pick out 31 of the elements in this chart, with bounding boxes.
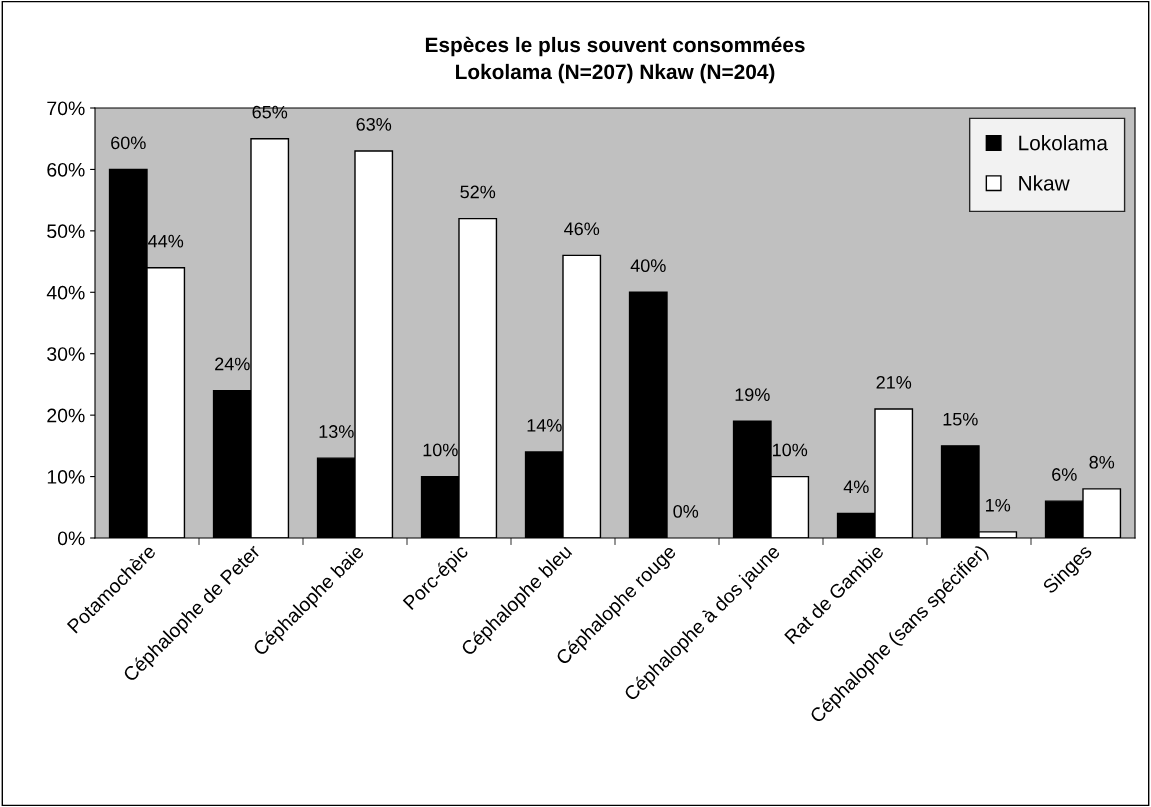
y-tick-label: 40% xyxy=(46,285,85,300)
data-label: 24% xyxy=(215,357,250,371)
data-label: 1% xyxy=(986,498,1011,512)
y-tick-label: 10% xyxy=(47,470,85,484)
data-label: 15% xyxy=(943,412,978,426)
data-label: 46% xyxy=(564,222,600,236)
data-label: 65% xyxy=(252,105,288,119)
data-label: 4% xyxy=(843,480,869,494)
data-label: 52% xyxy=(460,185,496,199)
data-label: 13% xyxy=(319,425,354,438)
data-label: 60% xyxy=(111,136,146,150)
data-label: 44% xyxy=(148,234,184,248)
data-label: 40% xyxy=(630,259,666,273)
legend-label: Lokolama xyxy=(1019,135,1108,151)
data-label: 21% xyxy=(876,375,912,389)
y-tick-label: 70% xyxy=(47,101,85,116)
chart-title: Espèces le plus souvent consommées Lokolama (N=207) Nkaw (N=204) xyxy=(425,36,805,84)
data-label: 0% xyxy=(673,504,699,518)
y-tick-label: 20% xyxy=(47,408,85,423)
data-label: 10% xyxy=(773,443,808,457)
legend-label: Nkaw xyxy=(1019,175,1070,191)
y-tick-label: 30% xyxy=(47,347,85,361)
data-label: 14% xyxy=(527,419,562,432)
data-label: 8% xyxy=(1089,455,1115,469)
y-tick-label: 50% xyxy=(47,224,85,239)
data-label: 63% xyxy=(356,117,392,131)
y-tick-label: 0% xyxy=(57,531,85,546)
data-label: 19% xyxy=(735,388,770,402)
data-label: 6% xyxy=(1052,468,1077,481)
y-tick-label: 60% xyxy=(47,162,85,177)
data-label: 10% xyxy=(423,443,458,457)
